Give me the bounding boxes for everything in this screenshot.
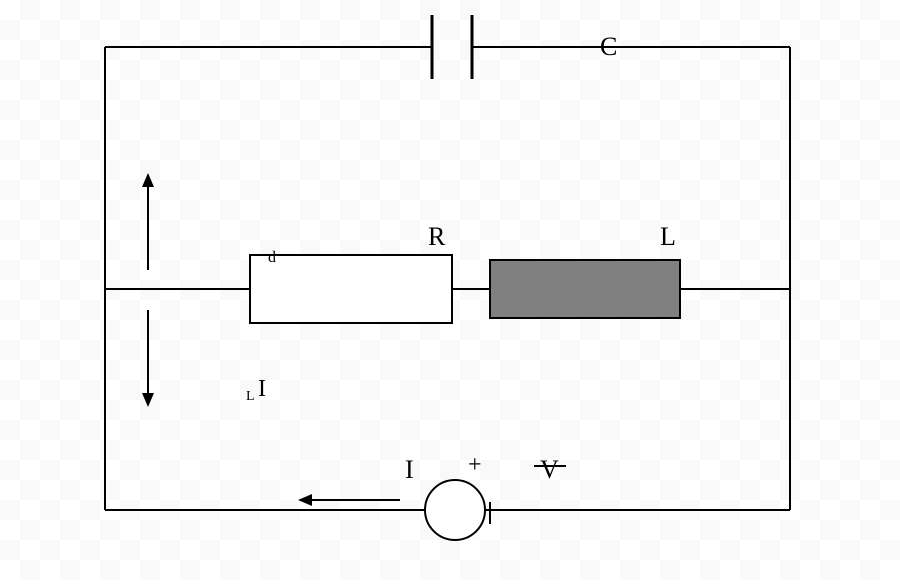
- circuit-svg: C R L d L I I + V: [0, 0, 900, 580]
- current-arrows: [148, 175, 400, 500]
- resistor: [250, 255, 452, 323]
- inductor-label: L: [660, 222, 676, 251]
- source-I-label: I: [405, 455, 414, 484]
- stray-I-bar: I: [258, 376, 266, 402]
- capacitor-label: C: [600, 32, 617, 61]
- inductor: [490, 260, 680, 318]
- capacitor: [432, 15, 472, 79]
- middle-branch: [105, 255, 790, 323]
- svg-text:V: V: [540, 455, 559, 484]
- source-V-label: V: [534, 455, 566, 484]
- source-circle: [425, 480, 485, 540]
- circuit-diagram: C R L d L I I + V: [0, 0, 900, 580]
- resistor-label: R: [428, 222, 446, 251]
- stray-d-label: d: [268, 249, 276, 266]
- source-plus-label: +: [468, 452, 482, 478]
- stray-L-small: L: [246, 389, 255, 404]
